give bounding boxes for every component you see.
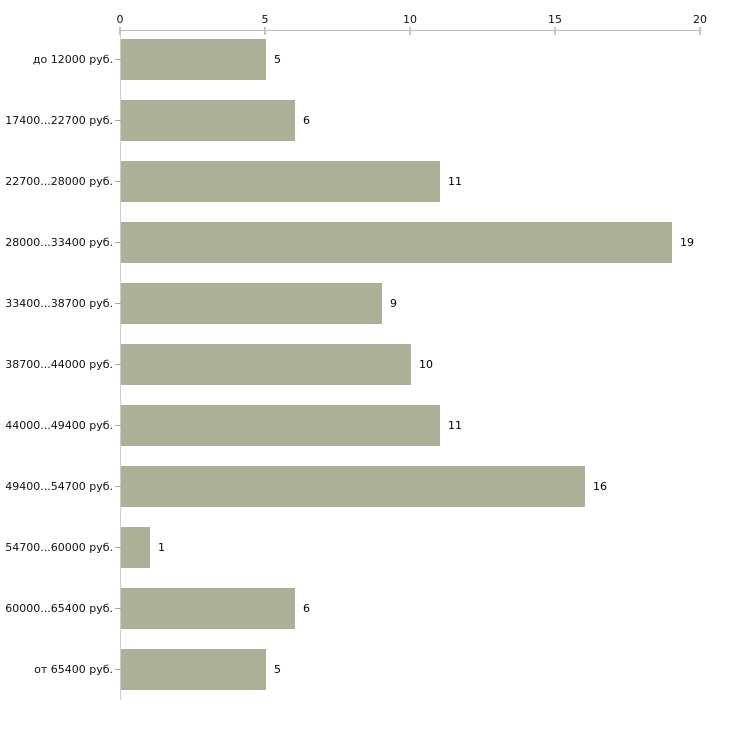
bar <box>121 588 295 629</box>
value-label: 16 <box>593 480 607 493</box>
bar-row: 22700...28000 руб. 11 <box>0 161 730 202</box>
category-tick-mark <box>115 486 121 487</box>
bar <box>121 466 585 507</box>
category-tick-mark <box>115 303 121 304</box>
bar-row: от 65400 руб. 5 <box>0 649 730 690</box>
x-tick-mark <box>119 27 121 35</box>
bar <box>121 527 150 568</box>
value-label: 19 <box>680 236 694 249</box>
category-tick-mark <box>115 425 121 426</box>
value-label: 10 <box>419 358 433 371</box>
x-tick-label: 10 <box>403 13 417 26</box>
x-axis-line <box>120 30 702 31</box>
x-tick-mark <box>264 27 266 35</box>
category-tick-mark <box>115 242 121 243</box>
x-tick-label: 15 <box>548 13 562 26</box>
value-label: 9 <box>390 297 397 310</box>
value-label: 6 <box>303 602 310 615</box>
category-tick-mark <box>115 120 121 121</box>
category-label: 28000...33400 руб. <box>5 236 113 249</box>
bar <box>121 405 440 446</box>
bar-row: 28000...33400 руб. 19 <box>0 222 730 263</box>
category-label: 49400...54700 руб. <box>5 480 113 493</box>
category-tick-mark <box>115 181 121 182</box>
category-tick-mark <box>115 669 121 670</box>
x-tick-label: 20 <box>693 13 707 26</box>
category-tick-mark <box>115 364 121 365</box>
x-tick-mark <box>409 27 411 35</box>
category-label: 60000...65400 руб. <box>5 602 113 615</box>
bar <box>121 100 295 141</box>
category-label: от 65400 руб. <box>34 663 113 676</box>
y-axis-line <box>120 30 121 700</box>
value-label: 11 <box>448 419 462 432</box>
bar-row: 33400...38700 руб. 9 <box>0 283 730 324</box>
bar <box>121 39 266 80</box>
bar-row: 49400...54700 руб. 16 <box>0 466 730 507</box>
value-label: 5 <box>274 53 281 66</box>
category-label: 38700...44000 руб. <box>5 358 113 371</box>
bar-row: 60000...65400 руб. 6 <box>0 588 730 629</box>
bar-row: 17400...22700 руб. 6 <box>0 100 730 141</box>
bar <box>121 161 440 202</box>
value-label: 6 <box>303 114 310 127</box>
category-label: 44000...49400 руб. <box>5 419 113 432</box>
bar <box>121 649 266 690</box>
bar <box>121 222 672 263</box>
bar-row: 44000...49400 руб. 11 <box>0 405 730 446</box>
bar-row: до 12000 руб. 5 <box>0 39 730 80</box>
category-label: 33400...38700 руб. <box>5 297 113 310</box>
value-label: 5 <box>274 663 281 676</box>
bar-row: 54700...60000 руб. 1 <box>0 527 730 568</box>
category-label: 54700...60000 руб. <box>5 541 113 554</box>
value-label: 1 <box>158 541 165 554</box>
category-tick-mark <box>115 59 121 60</box>
category-label: 17400...22700 руб. <box>5 114 113 127</box>
category-label: 22700...28000 руб. <box>5 175 113 188</box>
category-tick-mark <box>115 608 121 609</box>
value-label: 11 <box>448 175 462 188</box>
x-tick-label: 0 <box>116 13 124 26</box>
category-label: до 12000 руб. <box>32 53 113 66</box>
bar <box>121 344 411 385</box>
x-tick-mark <box>699 27 701 35</box>
bar <box>121 283 382 324</box>
x-tick-mark <box>554 27 556 35</box>
x-tick-label: 5 <box>261 13 269 26</box>
bar-row: 38700...44000 руб. 10 <box>0 344 730 385</box>
category-tick-mark <box>115 547 121 548</box>
